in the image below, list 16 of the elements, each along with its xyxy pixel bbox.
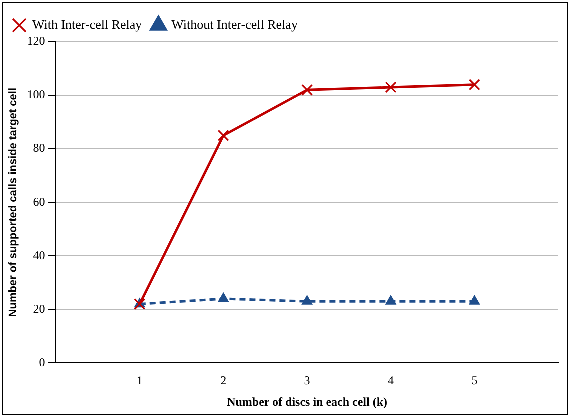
x-tick-label: 2 (220, 374, 227, 388)
y-tick-label: 60 (33, 194, 46, 209)
x-tick-label: 5 (472, 374, 478, 388)
x-tick-label: 3 (304, 374, 310, 388)
y-tick-label: 40 (33, 248, 46, 262)
y-tick-label: 0 (39, 355, 46, 370)
y-tick-label: 20 (33, 302, 46, 316)
y-tick-label: 120 (27, 34, 46, 48)
y-tick-label: 80 (33, 141, 46, 156)
x-axis-title: Number of discs in each cell (k) (227, 394, 388, 409)
x-tick-label: 1 (136, 374, 143, 388)
legend-label: With Inter-cell Relay (32, 16, 143, 32)
x-tick-label: 4 (388, 374, 394, 388)
y-tick-label: 100 (27, 88, 46, 102)
y-axis-title: Number of supported calls inside target cell (8, 88, 20, 318)
legend-label: Without Inter-cell Relay (172, 16, 298, 32)
